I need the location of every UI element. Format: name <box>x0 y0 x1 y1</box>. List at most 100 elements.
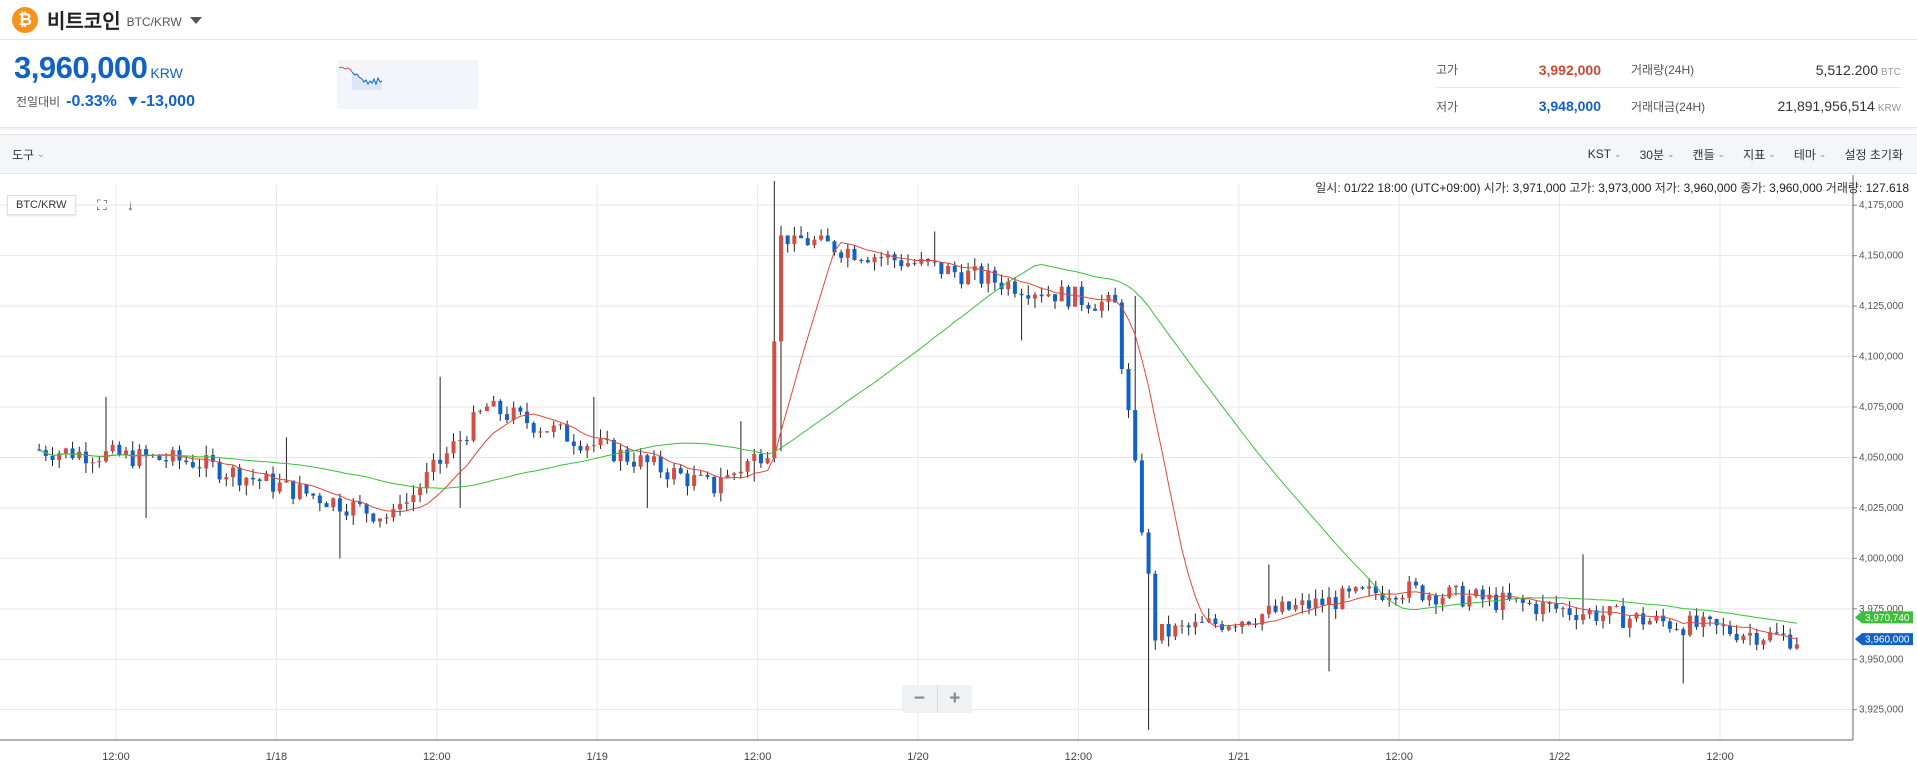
candle-up <box>1634 613 1639 619</box>
indicator-menu[interactable]: 지표 ⌄ <box>1743 147 1776 162</box>
candle-up <box>732 473 737 476</box>
x-tick-label: 12:00 <box>1706 751 1734 763</box>
candle-up <box>1367 586 1372 589</box>
candle-down <box>1093 308 1098 311</box>
candle-down <box>1681 629 1686 636</box>
candle-up <box>1193 621 1198 628</box>
candle-up <box>765 458 770 464</box>
zoom-in-button[interactable]: + <box>936 685 973 713</box>
x-tick-label: 12:00 <box>1065 751 1093 763</box>
candle-down <box>1347 588 1352 592</box>
candle-up <box>451 441 456 454</box>
change-amount: ▼-13,000 <box>124 93 195 110</box>
candle-down <box>190 462 195 468</box>
candle-up <box>551 425 556 433</box>
candle-up <box>585 445 590 451</box>
candle-up <box>1073 286 1078 307</box>
download-arrow-icon[interactable]: ↓ <box>127 197 134 213</box>
candle-down <box>438 459 443 464</box>
candle-up <box>872 257 877 263</box>
volume-label: 거래량(24H) <box>1631 63 1695 77</box>
chevron-down-icon: ⌄ <box>37 148 45 159</box>
candle-up <box>391 509 396 518</box>
candle-down <box>1053 294 1058 302</box>
candle-down <box>1133 410 1138 461</box>
candle-up <box>1280 601 1285 612</box>
candle-down <box>865 260 870 263</box>
candle-down <box>357 501 362 504</box>
candle-down <box>1534 603 1539 615</box>
candle-down <box>545 431 550 433</box>
candle-up <box>1761 640 1766 645</box>
candle-down <box>1527 602 1532 604</box>
candle-down <box>1126 368 1131 411</box>
candle-up <box>1467 596 1472 607</box>
candle-down <box>705 475 710 477</box>
coin-select-caret-icon[interactable] <box>189 17 202 24</box>
low-label: 저가 <box>1436 99 1459 114</box>
candle-down <box>1714 619 1719 626</box>
x-tick-label: 12:00 <box>744 751 772 763</box>
coin-header: ₿ 비트코인 BTC/KRW <box>0 0 1917 40</box>
change-label: 전일대비 <box>16 95 61 109</box>
candle-down <box>70 448 75 459</box>
candle-down <box>531 423 536 433</box>
x-tick-label: 12:00 <box>102 751 130 763</box>
candle-down <box>1788 634 1793 649</box>
candle-down <box>1594 610 1599 622</box>
fullscreen-icon[interactable]: ⛶ <box>97 197 107 213</box>
candle-up <box>652 456 657 463</box>
candle-up <box>1313 598 1318 609</box>
candle-up <box>618 449 623 462</box>
tools-menu[interactable]: 도구 ⌄ <box>12 147 45 162</box>
candle-down <box>1774 632 1779 634</box>
candle-up <box>591 445 596 447</box>
candle-up <box>411 495 416 503</box>
candle-down <box>631 461 636 467</box>
interval-menu[interactable]: 30분 ⌄ <box>1639 147 1675 162</box>
candle-down <box>578 445 583 451</box>
price-tag-label: 3,970,740 <box>1865 613 1910 624</box>
candle-down <box>939 262 944 275</box>
candle-down <box>50 455 55 461</box>
candle-up <box>478 411 483 413</box>
candle-down <box>665 472 670 480</box>
timezone-menu[interactable]: KST ⌄ <box>1587 147 1622 161</box>
candle-down <box>625 449 630 462</box>
candle-up <box>97 461 102 463</box>
low-value: 3,948,000 <box>1538 98 1601 114</box>
trade-value-label: 거래대금(24H) <box>1631 99 1706 114</box>
chevron-down-icon: ⌄ <box>1818 148 1827 159</box>
zoom-out-button[interactable]: − <box>913 688 925 709</box>
x-tick-label: 12:00 <box>423 751 451 763</box>
candle-down <box>1220 624 1225 630</box>
symbol-tag[interactable]: BTC/KRW <box>7 195 76 215</box>
reset-settings-button[interactable]: 설정 초기화 <box>1844 147 1903 162</box>
price-tag-label: 3,960,000 <box>1865 635 1910 646</box>
candle-down <box>1306 600 1311 609</box>
candlestick-chart[interactable]: 3,925,000 3,950,000 3,975,000 4,000,000 4,02… <box>0 175 1917 770</box>
chevron-down-icon: ⌄ <box>1768 148 1776 159</box>
candle-up <box>1560 608 1565 610</box>
candle-down <box>337 498 342 512</box>
candle-down <box>1200 621 1205 623</box>
candle-chart-area[interactable]: 3,925,000 3,950,000 3,975,000 4,000,000 4,02… <box>0 175 1917 770</box>
candle-down <box>1253 624 1258 626</box>
candle-down <box>999 282 1004 290</box>
candle-down <box>758 453 763 464</box>
candle-up <box>1427 595 1432 601</box>
candle-down <box>825 235 830 242</box>
candle-down <box>1413 581 1418 586</box>
candle-down <box>571 441 576 446</box>
candle-up <box>778 235 783 342</box>
candle-down <box>959 272 964 285</box>
candle-up <box>264 473 269 482</box>
candle-up <box>919 259 924 264</box>
candle-down <box>1667 621 1672 629</box>
candle-up <box>598 438 603 446</box>
candle-up <box>63 448 68 454</box>
candle-down <box>1286 601 1291 610</box>
candle-up <box>966 270 971 285</box>
theme-menu[interactable]: 테마 ⌄ <box>1793 147 1827 162</box>
chart-type-menu[interactable]: 캔들 ⌄ <box>1692 147 1726 162</box>
